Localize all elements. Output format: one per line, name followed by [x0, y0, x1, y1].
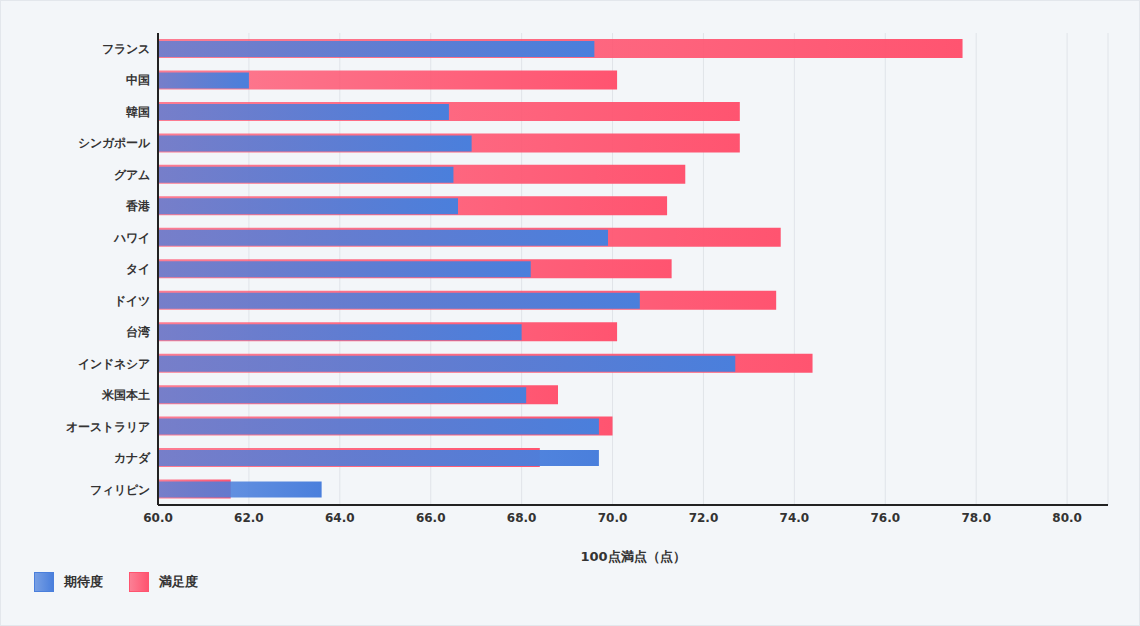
svg-text:カナダ: カナダ — [114, 451, 151, 465]
svg-text:グアム: グアム — [114, 168, 150, 182]
svg-text:66.0: 66.0 — [416, 511, 446, 525]
svg-text:ドイツ: ドイツ — [114, 294, 150, 308]
svg-text:76.0: 76.0 — [870, 511, 900, 525]
html-text:期待度: 期待度 — [64, 574, 103, 589]
svg-text:74.0: 74.0 — [780, 511, 810, 525]
svg-text:78.0: 78.0 — [961, 511, 991, 525]
svg-text:64.0: 64.0 — [325, 511, 355, 525]
svg-text:68.0: 68.0 — [507, 511, 537, 525]
svg-text:60.0: 60.0 — [143, 511, 173, 525]
svg-text:韓国: 韓国 — [126, 105, 150, 119]
svg-text:100点満点（点）: 100点満点（点） — [580, 549, 685, 564]
svg-text:フランス: フランス — [102, 42, 150, 56]
svg-text:70.0: 70.0 — [598, 511, 628, 525]
svg-text:80.0: 80.0 — [1052, 511, 1082, 525]
svg-text:72.0: 72.0 — [689, 511, 719, 525]
svg-text:タイ: タイ — [126, 262, 150, 276]
svg-text:62.0: 62.0 — [234, 511, 264, 525]
svg-text:米国本土: 米国本土 — [101, 388, 150, 402]
svg-text:シンガポール: シンガポール — [78, 136, 151, 150]
svg-text:台湾: 台湾 — [126, 325, 150, 339]
svg-text:中国: 中国 — [126, 73, 150, 87]
svg-text:インドネシア: インドネシア — [78, 357, 150, 371]
svg-text:フィリピン: フィリピン — [90, 483, 150, 497]
svg-text:ハワイ: ハワイ — [113, 231, 150, 245]
html-text:満足度: 満足度 — [159, 574, 198, 589]
svg-text:オーストラリア: オーストラリア — [66, 420, 150, 434]
svg-text:香港: 香港 — [125, 199, 151, 213]
